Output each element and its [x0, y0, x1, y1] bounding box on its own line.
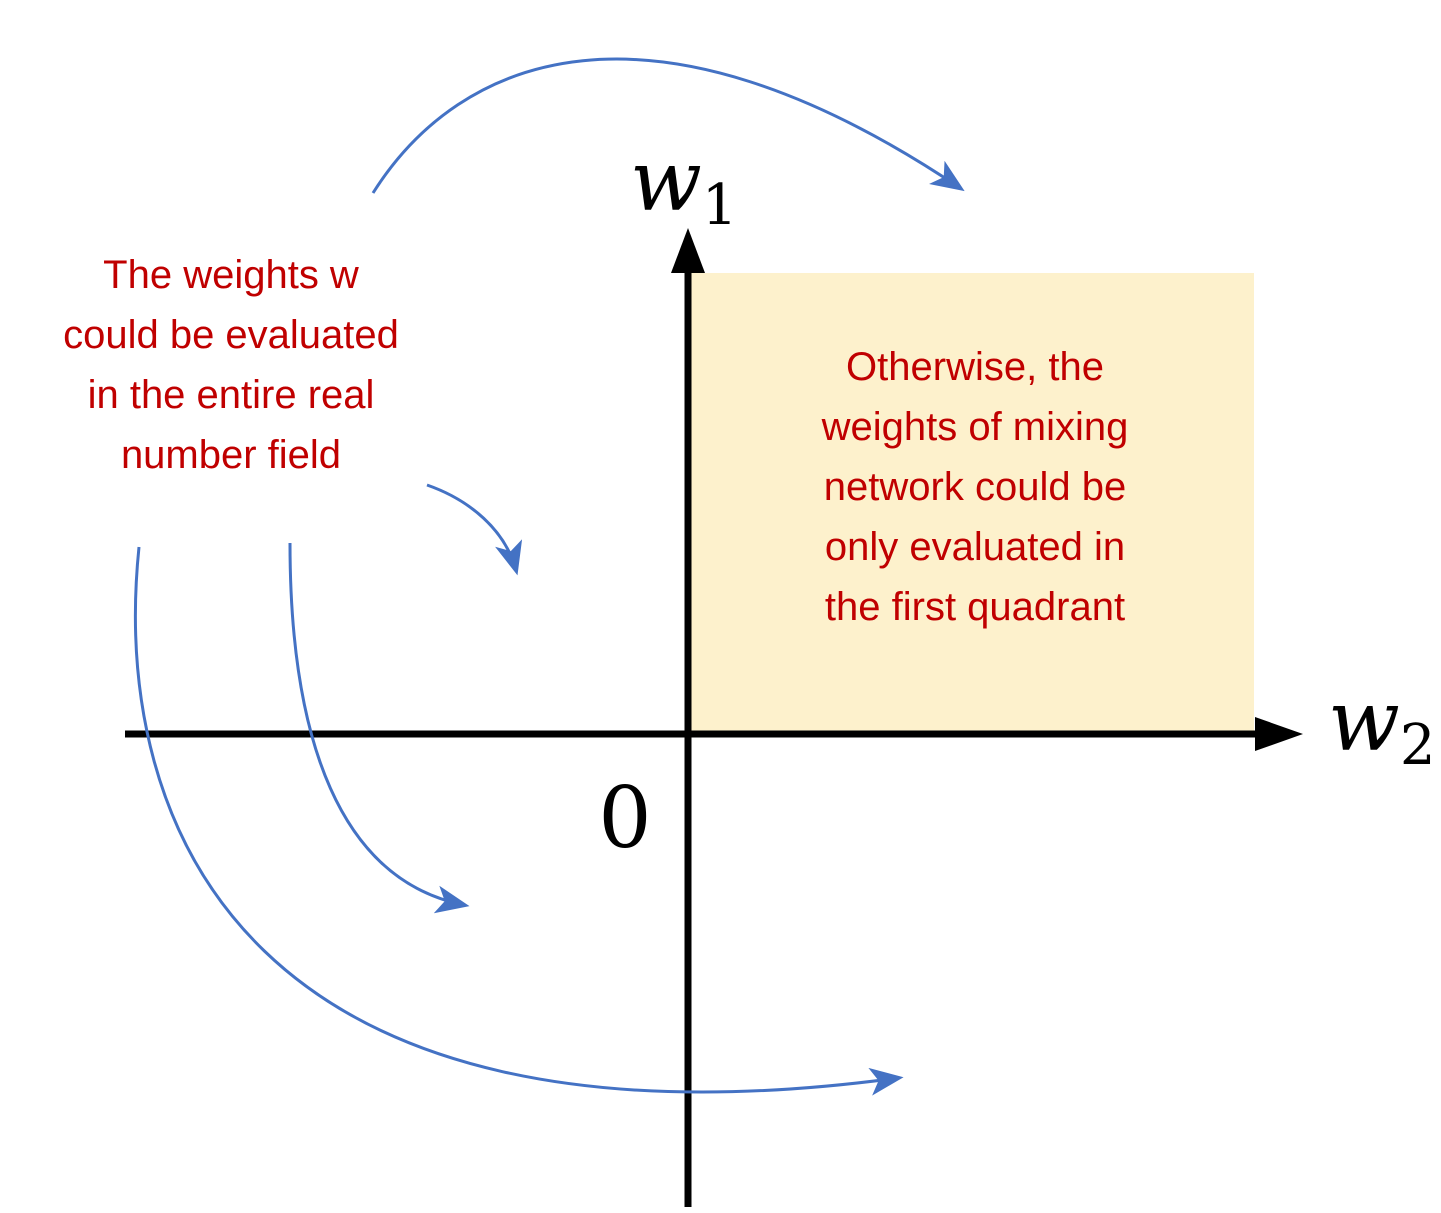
w2-subscript: 2: [1400, 713, 1436, 778]
axes: [125, 228, 1303, 1207]
right-note-line-5: the first quadrant: [825, 585, 1125, 629]
left-note-line-3: in the entire real: [88, 373, 375, 417]
right-note-line-3: network could be: [824, 465, 1126, 509]
arrow-to-third-quadrant: [288, 542, 470, 914]
w2-symbol: w: [1328, 672, 1400, 770]
origin-label: 0: [598, 769, 651, 867]
w2-axis-label: w2: [1328, 672, 1436, 778]
left-note-line-4: number field: [121, 433, 341, 477]
left-note-line-1: The weights w: [103, 253, 359, 297]
vertical-axis-arrowhead: [671, 228, 705, 273]
arrow-to-first-quadrant: [371, 57, 965, 194]
arrow-to-second-quadrant: [426, 483, 523, 576]
right-note: Otherwise, the weights of mixing network…: [821, 345, 1129, 629]
left-note: The weights w could be evaluated in the …: [63, 253, 399, 477]
quadrant-arrows: [133, 57, 965, 1096]
w1-axis-label: w1: [630, 132, 738, 238]
right-note-line-4: only evaluated in: [825, 525, 1125, 569]
right-note-line-2: weights of mixing: [821, 405, 1129, 449]
arrow-to-fourth-quadrant: [133, 546, 904, 1096]
left-note-line-2: could be evaluated: [63, 313, 399, 357]
w1-symbol: w: [630, 132, 702, 230]
first-quadrant-region: [688, 273, 1254, 733]
right-note-line-1: Otherwise, the: [846, 345, 1104, 389]
horizontal-axis-arrowhead: [1255, 717, 1303, 751]
w1-subscript: 1: [702, 173, 738, 238]
